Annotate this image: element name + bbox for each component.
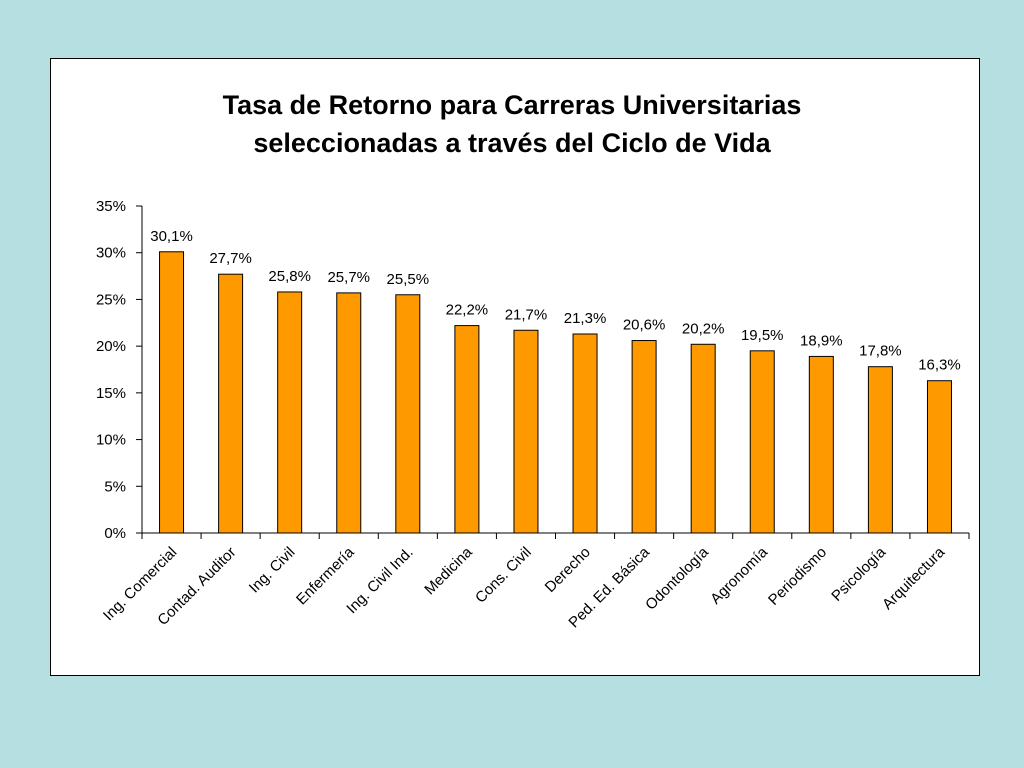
category-label: Ing. Civil: [246, 544, 299, 597]
data-label: 22,2%: [446, 302, 489, 319]
y-tick-label: 35%: [96, 198, 126, 215]
category-label: Medicina: [421, 543, 476, 598]
data-label: 25,5%: [387, 271, 430, 288]
category-label: Odontología: [642, 543, 712, 613]
bar: [749, 350, 775, 534]
data-label: 18,9%: [800, 332, 843, 349]
data-label: 20,2%: [682, 320, 725, 337]
data-label: 25,8%: [268, 268, 311, 285]
data-label: 19,5%: [741, 327, 784, 344]
bar: [277, 291, 303, 534]
data-label: 27,7%: [209, 250, 252, 267]
data-label: 16,3%: [918, 357, 961, 374]
y-tick-label: 5%: [104, 478, 126, 495]
y-tick-label: 30%: [96, 245, 126, 262]
y-tick-label: 15%: [96, 385, 126, 402]
bar: [218, 273, 244, 534]
category-label: Psicología: [828, 543, 889, 604]
chart-title-line-1: Tasa de Retorno para Carreras Universita…: [222, 90, 802, 120]
data-label: 21,3%: [564, 310, 607, 327]
category-label: Periodismo: [765, 544, 830, 609]
data-label: 17,8%: [859, 343, 902, 360]
data-label: 25,7%: [327, 269, 370, 286]
bar: [513, 329, 539, 534]
y-tick-label: 10%: [96, 432, 126, 449]
y-tick-label: 25%: [96, 291, 126, 308]
bar: [926, 380, 952, 534]
bar: [808, 355, 834, 534]
bar: [159, 251, 185, 534]
y-tick-label: 0%: [104, 525, 126, 542]
data-label: 21,7%: [505, 306, 548, 323]
chart-title: Tasa de Retorno para Carreras Universita…: [0, 86, 1024, 162]
y-tick-label: 20%: [96, 338, 126, 355]
category-label: Enfermería: [293, 543, 358, 608]
bar: [690, 343, 716, 534]
data-label: 20,6%: [623, 317, 666, 334]
category-label: Cons. Civil: [472, 544, 535, 607]
data-label: 30,1%: [150, 228, 193, 245]
bar: [454, 325, 480, 534]
bar: [336, 292, 362, 534]
bar: [395, 294, 421, 534]
category-label: Agronomía: [707, 543, 771, 607]
bar: [572, 333, 598, 534]
bar: [631, 340, 657, 534]
bar: [867, 366, 893, 534]
chart-title-line-2: seleccionadas a través del Ciclo de Vida: [253, 128, 771, 158]
category-label: Arquitectura: [879, 543, 949, 613]
category-label: Derecho: [542, 544, 594, 596]
